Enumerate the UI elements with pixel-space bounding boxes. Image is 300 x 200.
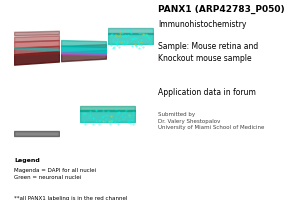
Text: KO: KO — [14, 100, 27, 109]
Text: PANX1 (ARP42783_P050): PANX1 (ARP42783_P050) — [158, 5, 285, 14]
Text: Submitted by
Dr. Valery Shestopalov
University of Miami School of Medicine: Submitted by Dr. Valery Shestopalov Univ… — [158, 112, 264, 130]
Text: WT: WT — [14, 12, 29, 21]
Text: Magenda = DAPI for all nuclei
Green = neuronal nuclei: Magenda = DAPI for all nuclei Green = ne… — [14, 168, 96, 180]
Text: Sample: Mouse retina and
Knockout mouse sample: Sample: Mouse retina and Knockout mouse … — [158, 42, 258, 63]
Text: **all PANX1 labeling is in the red channel: **all PANX1 labeling is in the red chann… — [14, 196, 128, 200]
Text: Application data in forum: Application data in forum — [158, 88, 256, 97]
Text: Immunohistochemistry: Immunohistochemistry — [158, 20, 246, 29]
Text: Legend: Legend — [14, 158, 40, 163]
